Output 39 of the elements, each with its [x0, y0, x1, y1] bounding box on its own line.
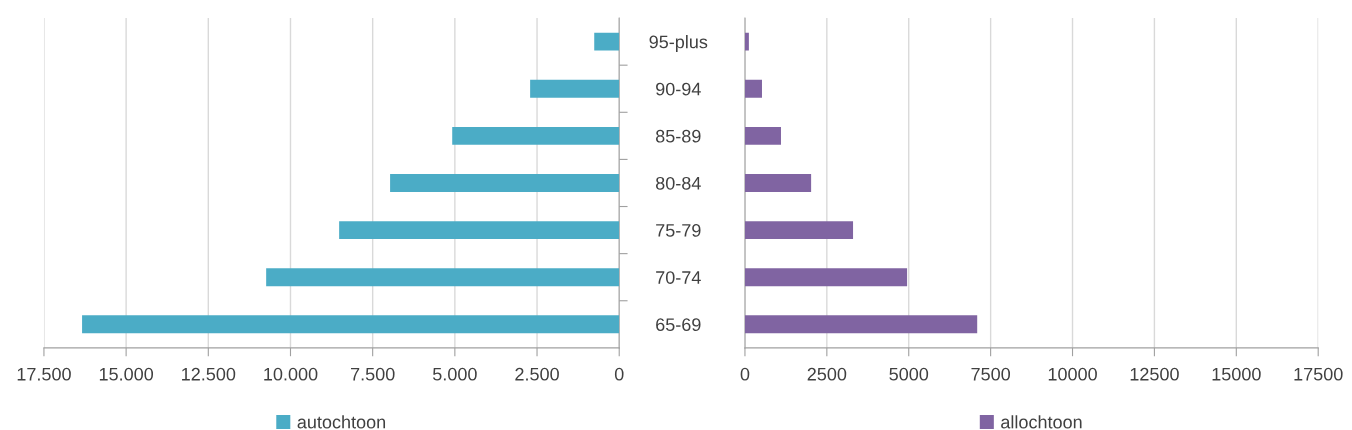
x-tick-label: 7500: [971, 367, 1011, 381]
bar: [82, 315, 620, 334]
bar: [744, 32, 749, 51]
x-tick-label: 12.500: [182, 367, 236, 381]
y-tick-label: 95-plus: [649, 35, 708, 52]
x-tick-label: 15000: [1212, 367, 1261, 381]
bar: [339, 221, 620, 240]
x-tick-label: 5000: [889, 367, 929, 381]
bar: [452, 126, 620, 145]
x-tick-label: 2.500: [515, 367, 559, 381]
bar: [530, 79, 620, 98]
bar: [744, 268, 908, 287]
x-tick-label: 17500: [1294, 367, 1343, 381]
bar: [390, 174, 620, 192]
bar: [744, 79, 762, 98]
y-tick-label: 70-74: [656, 271, 701, 284]
bar: [266, 268, 620, 287]
y-tick-label: 80-84: [655, 176, 701, 190]
x-tick-label: 0: [614, 367, 624, 381]
x-tick-label: 7.500: [351, 367, 395, 381]
bar: [744, 315, 978, 334]
legend-label: autochtoon: [297, 415, 386, 429]
y-tick-label: 90-94: [656, 82, 701, 96]
bar: [744, 221, 854, 240]
x-tick-label: 15.000: [99, 367, 154, 381]
legend-label: allochtoon: [1001, 415, 1082, 429]
y-tick-label: 85-89: [655, 129, 701, 143]
bar: [744, 174, 812, 192]
x-tick-label: 12500: [1130, 367, 1179, 381]
y-tick-label: 65-69: [656, 318, 701, 332]
y-tick-label: 75-79: [656, 224, 701, 237]
x-tick-label: 17.500: [17, 367, 71, 381]
x-tick-label: 10.000: [264, 367, 318, 381]
x-tick-label: 5.000: [432, 367, 477, 381]
bar: [594, 32, 620, 51]
x-tick-label: 2500: [807, 367, 847, 381]
x-tick-label: 10000: [1048, 367, 1097, 381]
x-tick-label: 0: [740, 367, 750, 381]
bar: [744, 126, 781, 145]
